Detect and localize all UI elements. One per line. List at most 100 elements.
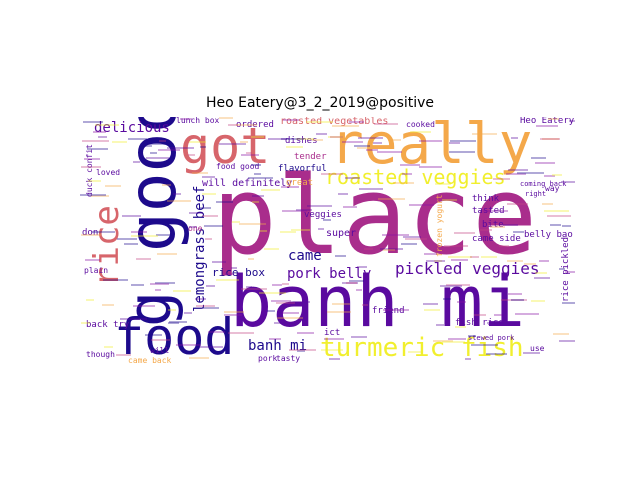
filler-mark xyxy=(203,307,219,309)
filler-mark xyxy=(481,256,497,258)
filler-mark xyxy=(252,195,264,197)
filler-mark xyxy=(176,344,201,346)
filler-mark xyxy=(168,309,176,311)
filler-mark xyxy=(225,273,234,275)
filler-mark xyxy=(501,299,527,301)
filler-mark xyxy=(272,284,282,286)
filler-mark xyxy=(228,124,238,126)
filler-mark xyxy=(277,317,303,319)
word-don: don xyxy=(82,228,99,238)
filler-mark xyxy=(493,178,510,180)
filler-mark xyxy=(133,161,140,163)
filler-mark xyxy=(494,314,502,316)
filler-mark xyxy=(151,339,170,341)
filler-mark xyxy=(92,231,115,233)
filler-mark xyxy=(282,312,299,314)
filler-mark xyxy=(136,258,151,260)
filler-mark xyxy=(162,184,171,186)
filler-mark xyxy=(468,335,476,337)
filler-mark xyxy=(239,223,266,225)
filler-mark xyxy=(200,146,206,148)
word-ordered: ordered xyxy=(236,120,274,130)
filler-mark xyxy=(91,195,109,197)
filler-mark xyxy=(332,303,350,305)
filler-mark xyxy=(236,124,257,126)
filler-mark xyxy=(251,136,264,138)
filler-mark xyxy=(378,198,405,200)
filler-mark xyxy=(117,238,137,240)
filler-mark xyxy=(559,268,565,270)
filler-mark xyxy=(81,322,90,324)
filler-mark xyxy=(455,326,466,328)
filler-mark xyxy=(327,311,351,313)
word-stewed-pork: stewed pork xyxy=(468,334,515,342)
word-delicious: delicious xyxy=(94,120,170,136)
filler-mark xyxy=(433,340,453,342)
filler-mark xyxy=(443,298,451,300)
filler-mark xyxy=(448,256,472,258)
filler-mark xyxy=(259,292,286,294)
filler-mark xyxy=(552,174,562,176)
filler-mark xyxy=(248,177,273,179)
filler-mark xyxy=(219,117,233,119)
filler-mark xyxy=(451,259,468,261)
filler-mark xyxy=(131,235,158,237)
filler-mark xyxy=(204,225,223,227)
filler-mark xyxy=(202,193,216,195)
filler-mark xyxy=(539,260,549,262)
filler-mark xyxy=(515,313,539,315)
filler-mark xyxy=(98,136,107,138)
filler-mark xyxy=(296,209,312,211)
filler-mark xyxy=(87,148,108,150)
filler-mark xyxy=(296,138,314,140)
filler-mark xyxy=(167,147,194,149)
filler-mark xyxy=(474,314,486,316)
word-place: place xyxy=(212,154,538,279)
word-back-try: back try xyxy=(86,320,130,330)
filler-mark xyxy=(330,136,343,138)
filler-mark xyxy=(345,177,360,179)
filler-mark xyxy=(240,141,248,143)
word-use: use xyxy=(530,344,545,353)
filler-mark xyxy=(281,186,299,188)
word-coming-back: coming back xyxy=(520,180,567,188)
filler-mark xyxy=(195,298,206,300)
filler-mark xyxy=(276,302,295,304)
filler-mark xyxy=(480,229,492,231)
filler-mark xyxy=(351,336,367,338)
filler-mark xyxy=(499,245,509,247)
filler-mark xyxy=(457,301,466,303)
filler-mark xyxy=(531,157,546,159)
filler-mark xyxy=(150,152,157,154)
filler-mark xyxy=(506,173,526,175)
filler-mark xyxy=(116,354,131,356)
filler-mark xyxy=(342,141,363,143)
filler-mark xyxy=(358,137,383,139)
filler-mark xyxy=(559,340,575,342)
filler-mark xyxy=(268,138,287,140)
filler-mark xyxy=(205,238,212,240)
filler-mark xyxy=(405,238,427,240)
filler-mark xyxy=(105,185,121,187)
filler-mark xyxy=(374,123,398,125)
filler-mark xyxy=(260,230,267,232)
chart-title: Heo Eatery@3_2_2019@positive xyxy=(205,95,435,111)
word-lemongrass-beef: lemongrass beef xyxy=(192,185,208,312)
filler-mark xyxy=(104,346,113,348)
word-great: great xyxy=(286,178,314,188)
filler-mark xyxy=(280,231,296,233)
word-veggies: veggies xyxy=(304,210,342,220)
filler-mark xyxy=(373,142,382,144)
filler-mark xyxy=(511,137,518,139)
filler-mark xyxy=(544,175,555,177)
filler-mark xyxy=(470,256,479,258)
filler-mark xyxy=(254,173,261,175)
filler-mark xyxy=(143,143,168,145)
filler-mark xyxy=(173,193,181,195)
word-dishes: dishes xyxy=(285,136,318,146)
filler-mark xyxy=(454,232,475,234)
filler-mark xyxy=(297,350,305,352)
filler-mark xyxy=(216,201,233,203)
filler-mark xyxy=(503,224,518,226)
